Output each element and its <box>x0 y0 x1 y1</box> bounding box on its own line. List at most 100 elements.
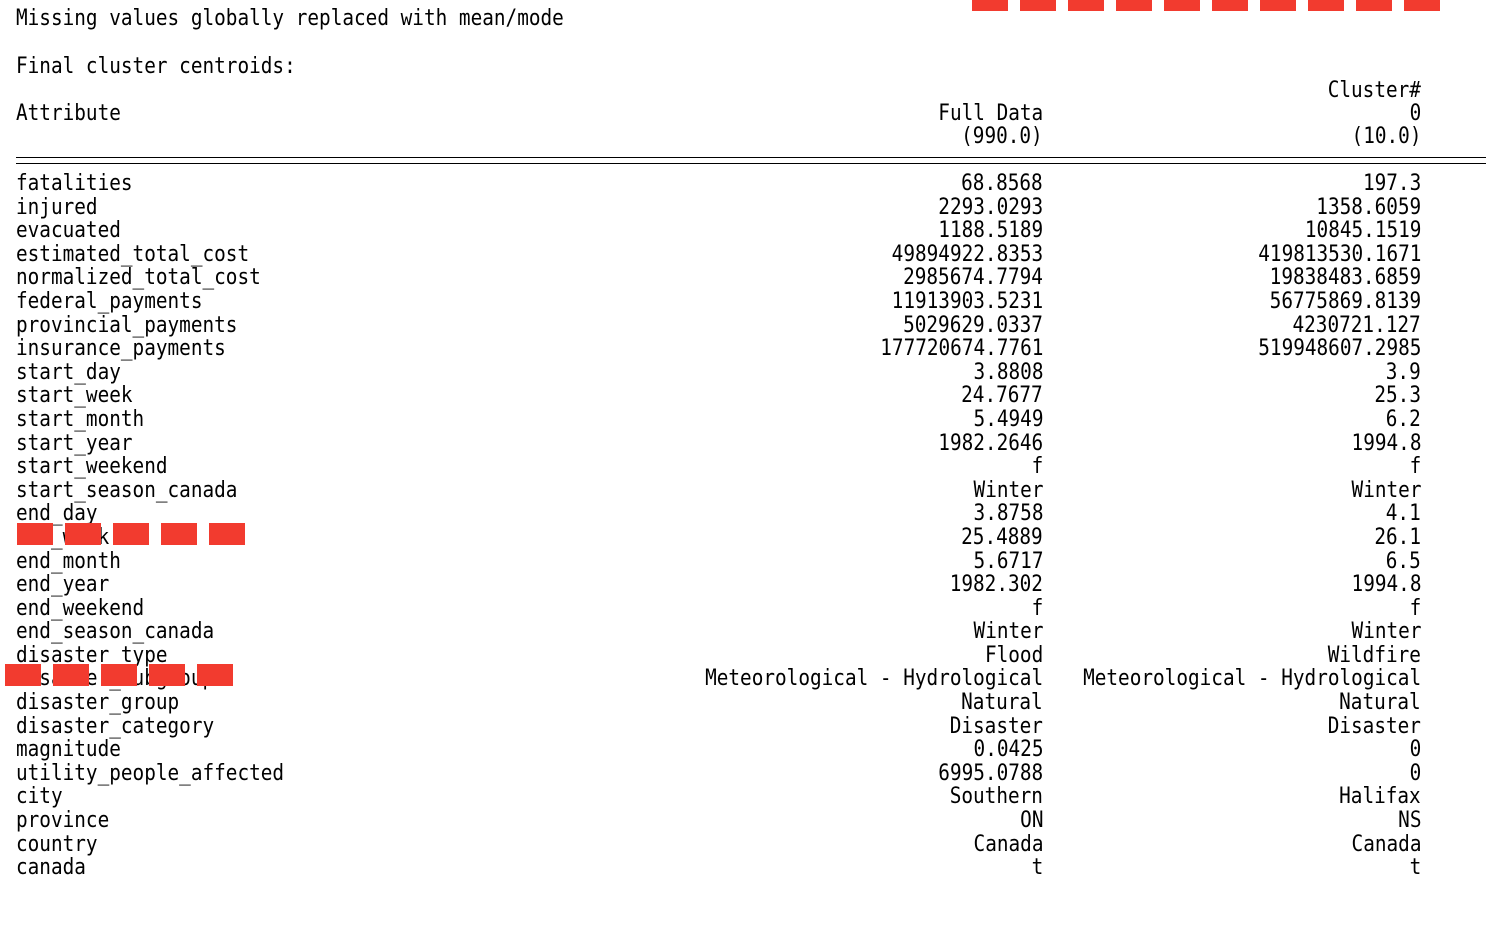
full-data-value: Canada <box>973 831 1043 857</box>
table-row: end_season_canada Winter Winter <box>0 620 1486 644</box>
full-data-value: 2985674.7794 <box>903 265 1043 291</box>
attribute-name: start_weekend <box>16 454 168 480</box>
table-row: estimated_total_cost 49894922.8353 4198135… <box>0 243 1486 267</box>
full-data-value: Disaster <box>949 713 1043 739</box>
attribute-name: disaster_group <box>16 690 180 716</box>
full-data-value: 24.7677 <box>961 383 1043 409</box>
cluster-0-value: Wildfire <box>1327 642 1421 668</box>
full-data-value: Flood <box>984 642 1043 668</box>
full-data-value: 5.4949 <box>973 406 1043 432</box>
cluster-0-value: Meteorological - Hydrological <box>1082 666 1421 692</box>
header-cluster-0-count: (10.0) <box>1351 124 1421 149</box>
cluster-0-value: Winter <box>1351 619 1421 645</box>
table-row: start_day 3.8808 3.9 <box>0 361 1486 385</box>
full-data-value: Natural <box>961 690 1043 716</box>
full-data-value: 1982.2646 <box>938 430 1043 456</box>
cluster-0-value: 10845.1519 <box>1304 218 1421 244</box>
attribute-name: disaster_type <box>16 642 168 668</box>
table-row: start_week 24.7677 25.3 <box>0 384 1486 408</box>
table-row: evacuated 1188.5189 10845.1519 <box>0 219 1486 243</box>
cluster-0-value: 0 <box>1409 760 1421 786</box>
attribute-name: start_month <box>16 406 145 432</box>
full-data-value: 3.8758 <box>973 501 1043 527</box>
attribute-name: end_month <box>16 548 121 574</box>
table-row: magnitude 0.0425 0 <box>0 738 1486 762</box>
table-row: end_month 5.6717 6.5 <box>0 548 1486 574</box>
table-row: federal_payments 11913903.5231 56775869.81… <box>0 290 1486 314</box>
table-row: normalized_total_cost 2985674.7794 1983848… <box>0 266 1486 290</box>
attribute-name: end_season_canada <box>16 619 215 645</box>
cluster-0-value: 56775869.8139 <box>1269 288 1421 314</box>
table-row: disaster_category Disaster Disaster <box>0 715 1486 739</box>
cluster-0-value: NS <box>1397 808 1421 834</box>
header-cluster-label: Cluster# <box>1327 78 1421 103</box>
table-row: fatalities 68.8568 197.3 <box>0 172 1486 196</box>
table-row: end_year 1982.302 1994.8 <box>0 573 1486 597</box>
cluster-0-value: f <box>1409 454 1421 480</box>
cluster-0-value: f <box>1409 595 1421 621</box>
attribute-name: canada <box>16 855 86 881</box>
cluster-0-value: 419813530.1671 <box>1257 241 1421 267</box>
full-data-value: t <box>1031 855 1043 881</box>
attribute-name: country <box>16 831 98 857</box>
table-row: start_season_canada Winter Winter <box>0 479 1486 503</box>
centroid-table: fatalities 68.8568 197.3 injured 2293.0293 13… <box>0 172 1486 880</box>
attribute-name: evacuated <box>16 218 121 244</box>
cluster-0-value: 1994.8 <box>1351 430 1421 456</box>
full-data-value: f <box>1031 595 1043 621</box>
table-row: start_year 1982.2646 1994.8 <box>0 430 1486 456</box>
cluster-0-value: Halifax <box>1339 784 1421 810</box>
table-row: disaster_group Natural Natural <box>0 691 1486 715</box>
annotation-dashes-end-week <box>17 523 245 545</box>
cluster-0-value: 1358.6059 <box>1316 194 1421 220</box>
cluster-0-value: t <box>1409 855 1421 881</box>
table-row: city Southern Halifax <box>0 785 1486 809</box>
section-title: Final cluster centroids: <box>16 54 296 79</box>
attribute-name: end_day <box>16 501 98 527</box>
table-row: province ON NS <box>0 809 1486 833</box>
header-full-data-count: (990.0) <box>961 124 1043 149</box>
full-data-value: 1982.302 <box>949 572 1043 598</box>
header-divider-top <box>16 157 1486 158</box>
full-data-value: Winter <box>973 619 1043 645</box>
attribute-name: start_year <box>16 430 133 456</box>
cluster-0-value: Disaster <box>1327 713 1421 739</box>
cluster-0-value: 4230721.127 <box>1292 312 1421 338</box>
cluster-0-value: 26.1 <box>1374 524 1421 550</box>
cluster-0-value: 0 <box>1409 737 1421 763</box>
full-data-value: 68.8568 <box>961 171 1043 196</box>
attribute-name: insurance_payments <box>16 336 226 362</box>
attribute-name: magnitude <box>16 737 121 763</box>
cluster-0-value: 1994.8 <box>1351 572 1421 598</box>
full-data-value: Meteorological - Hydrological <box>704 666 1043 692</box>
attribute-name: estimated_total_cost <box>16 241 250 267</box>
attribute-name: end_weekend <box>16 595 145 621</box>
cluster-0-value: 519948607.2985 <box>1257 336 1421 362</box>
annotation-dashes-disaster-subgroup <box>5 664 233 686</box>
full-data-value: 6995.0788 <box>938 760 1043 786</box>
cluster-0-value: 25.3 <box>1374 383 1421 409</box>
attribute-name: start_day <box>16 359 121 385</box>
cluster-0-value: 19838483.6859 <box>1269 265 1421 291</box>
table-row: provincial_payments 5029629.0337 4230721.1… <box>0 312 1486 338</box>
table-row: start_month 5.4949 6.2 <box>0 408 1486 432</box>
attribute-name: utility_people_affected <box>16 760 285 786</box>
full-data-value: 5.6717 <box>973 548 1043 574</box>
full-data-value: 11913903.5231 <box>891 288 1043 314</box>
table-row: end_weekend f f <box>0 597 1486 621</box>
cluster-0-value: 6.5 <box>1386 548 1421 574</box>
attribute-name: province <box>16 808 110 834</box>
attribute-name: end_year <box>16 572 110 598</box>
attribute-name: fatalities <box>16 171 133 196</box>
attribute-name: federal_payments <box>16 288 203 314</box>
header-full-data: Full Data <box>938 101 1043 126</box>
full-data-value: 25.4889 <box>961 524 1043 550</box>
attribute-name: provincial_payments <box>16 312 238 338</box>
cluster-0-value: 197.3 <box>1362 171 1421 196</box>
cluster-0-value: 3.9 <box>1386 359 1421 385</box>
full-data-value: f <box>1031 454 1043 480</box>
full-data-value: 2293.0293 <box>938 194 1043 220</box>
table-row: injured 2293.0293 1358.6059 <box>0 194 1486 220</box>
header-divider-bottom <box>16 163 1486 164</box>
table-row: disaster_type Flood Wildfire <box>0 644 1486 668</box>
